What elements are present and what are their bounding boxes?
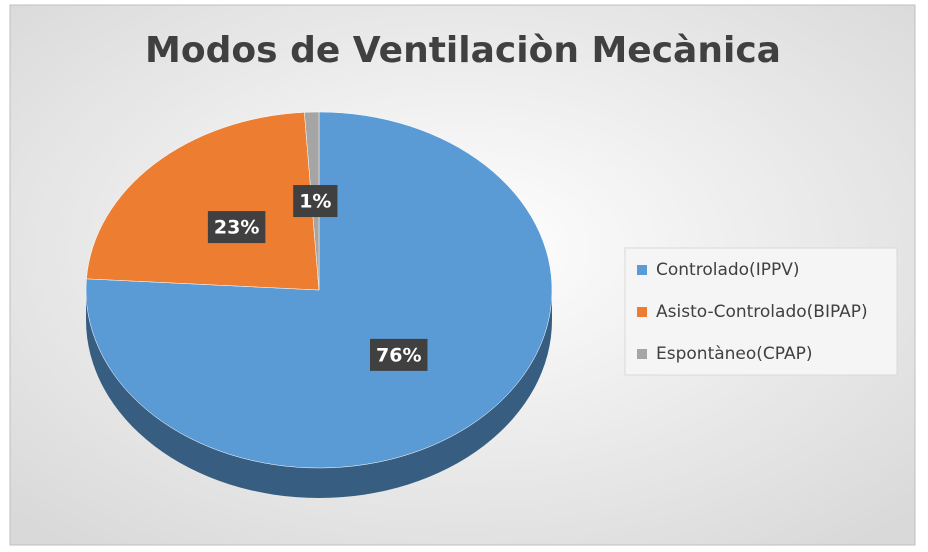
legend	[624, 247, 898, 376]
data-label-box	[370, 338, 428, 371]
slice-side	[86, 290, 552, 498]
legend-label: Asisto-Controlado(BIPAP)	[656, 302, 868, 322]
pie: 76% 23% 1%	[85, 111, 553, 498]
data-label-box	[293, 185, 338, 218]
slice	[86, 112, 320, 291]
legend-swatch	[637, 307, 647, 317]
data-label-box	[207, 211, 266, 244]
legend-label: Controlado(IPPV)	[656, 260, 799, 280]
data-label: 23%	[214, 217, 259, 239]
data-label: 1%	[299, 191, 331, 213]
data-label: 76%	[376, 344, 421, 366]
legend-swatch	[637, 265, 647, 275]
chart-title: Modos de Ventilaciòn Mecànica	[145, 30, 781, 71]
legend-swatch	[637, 349, 647, 359]
legend-label: Espontàneo(CPAP)	[656, 344, 812, 364]
